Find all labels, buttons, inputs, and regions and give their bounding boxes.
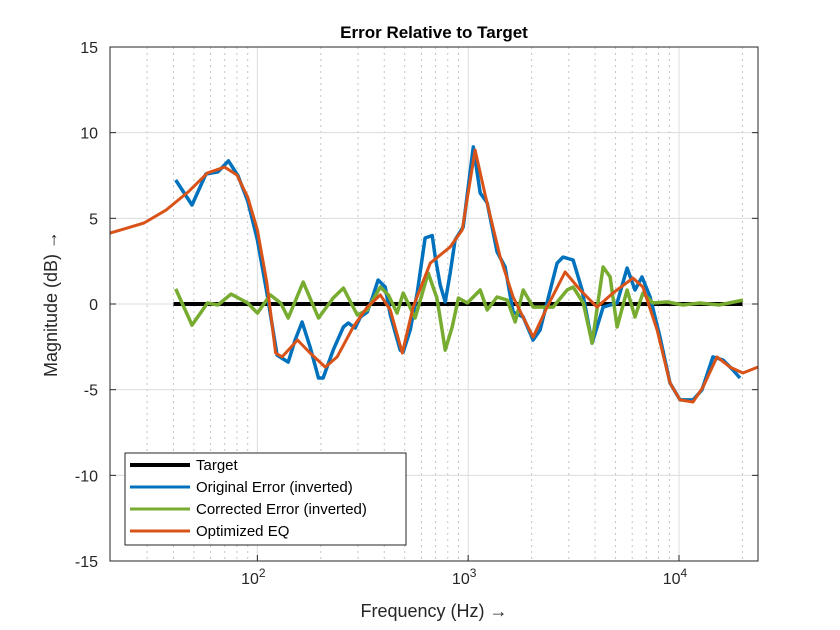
x-tick-exp: 4 (681, 566, 688, 580)
y-tick-label: 15 (80, 40, 98, 57)
legend: Target Original Error (inverted) Corrected… (124, 452, 407, 546)
series-line-original-error-inverted (174, 145, 742, 402)
legend-label: Corrected Error (inverted) (196, 501, 367, 518)
y-tick-label: 5 (89, 211, 98, 228)
y-tick-label: 0 (89, 297, 98, 314)
x-axis-label: Frequency (Hz) → (360, 601, 507, 621)
x-tick-exp: 2 (259, 566, 266, 580)
y-axis-label: Magnitude (dB) → (41, 231, 61, 377)
legend-label: Target (196, 457, 239, 474)
x-tick-label: 102 (241, 566, 266, 588)
legend-label: Original Error (inverted) (196, 479, 353, 496)
series-line-optimized-eq (109, 148, 759, 404)
x-tick-label: 104 (663, 566, 688, 588)
x-tick-exp: 3 (470, 566, 477, 580)
chart-title: Error Relative to Target (340, 23, 528, 42)
y-tick-label: 10 (80, 126, 98, 143)
y-tick-label: -10 (75, 468, 98, 485)
legend-label: Optimized EQ (196, 523, 289, 540)
y-tick-label: -15 (75, 554, 98, 571)
x-tick-base: 10 (241, 571, 259, 588)
series-line-corrected-error-inverted (174, 265, 744, 352)
y-tick-label: -5 (84, 383, 98, 400)
x-tick-base: 10 (663, 571, 681, 588)
x-tick-label: 103 (452, 566, 477, 588)
x-tick-base: 10 (452, 571, 470, 588)
series-lines (109, 145, 759, 404)
